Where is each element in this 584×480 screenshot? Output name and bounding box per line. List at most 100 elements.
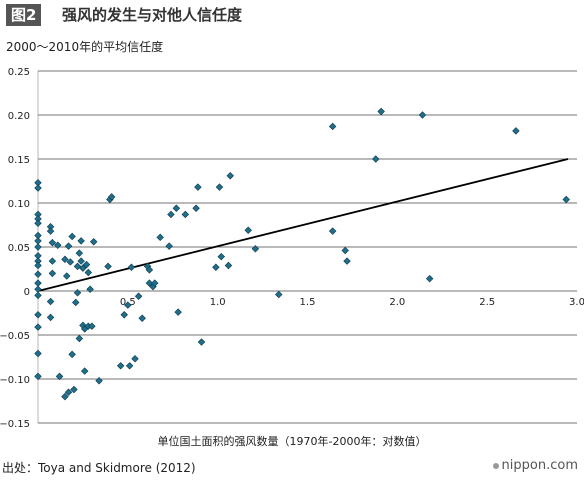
data-point bbox=[194, 183, 202, 191]
data-point bbox=[88, 322, 96, 330]
y-tick-label: −0.15 bbox=[0, 419, 30, 430]
x-tick-label: 3.0 bbox=[569, 297, 584, 308]
data-point bbox=[46, 227, 55, 235]
data-point bbox=[64, 242, 73, 250]
data-point bbox=[34, 279, 42, 287]
y-tick-labels: 0.25 0.20 0.15 0.10 0.05 0 −0.05 −0.10 −0.15 bbox=[0, 67, 30, 430]
data-point bbox=[156, 233, 164, 242]
figure-number-badge: 图2 bbox=[6, 4, 42, 26]
data-point bbox=[54, 241, 62, 249]
data-point bbox=[34, 323, 42, 331]
data-point bbox=[34, 372, 42, 381]
x-tick-label: 1.0 bbox=[210, 297, 226, 308]
data-point bbox=[425, 274, 434, 283]
x-axis-label: 单位国土面积的强风数量（1970年-2000年：对数值） bbox=[157, 435, 427, 448]
data-point bbox=[68, 350, 76, 359]
data-point bbox=[165, 242, 173, 250]
data-point bbox=[34, 243, 42, 251]
data-point bbox=[244, 226, 252, 235]
data-point bbox=[34, 311, 42, 319]
x-tick-label: 2.0 bbox=[389, 297, 405, 308]
data-point bbox=[73, 262, 82, 271]
data-point bbox=[145, 279, 154, 287]
data-point bbox=[145, 266, 154, 274]
data-point bbox=[562, 195, 570, 204]
data-point bbox=[77, 237, 85, 245]
y-tick-label: 0 bbox=[24, 287, 30, 298]
x-tick-labels: 0.51.01.52.02.53.0 bbox=[120, 297, 584, 308]
data-point bbox=[34, 285, 42, 293]
data-point bbox=[34, 184, 42, 192]
data-point bbox=[104, 262, 112, 271]
data-point bbox=[275, 290, 283, 299]
y-tick-label: 0.15 bbox=[8, 155, 30, 166]
chart-header: 图2 强风的发生与对他人信任度 bbox=[0, 0, 584, 30]
data-point bbox=[66, 258, 75, 266]
data-point bbox=[328, 227, 337, 235]
data-point bbox=[328, 122, 337, 131]
data-point bbox=[120, 311, 128, 319]
data-point bbox=[68, 232, 76, 241]
data-point bbox=[151, 279, 159, 287]
data-point bbox=[61, 392, 69, 401]
data-point bbox=[138, 314, 146, 323]
data-point bbox=[512, 127, 520, 135]
data-points bbox=[34, 107, 570, 401]
data-point bbox=[167, 210, 175, 219]
data-point bbox=[226, 171, 234, 180]
data-point bbox=[77, 257, 85, 265]
data-point bbox=[192, 204, 200, 213]
data-point bbox=[48, 238, 57, 247]
data-point bbox=[48, 269, 57, 278]
y-tick-label: 0.10 bbox=[8, 199, 30, 210]
data-point bbox=[251, 245, 260, 253]
regression-line bbox=[37, 158, 569, 292]
data-point bbox=[107, 193, 116, 201]
data-point bbox=[55, 372, 64, 381]
data-point bbox=[86, 285, 94, 293]
data-point bbox=[84, 268, 93, 277]
data-point bbox=[217, 252, 225, 261]
data-point bbox=[418, 111, 427, 119]
data-point bbox=[212, 263, 220, 271]
data-point bbox=[48, 257, 57, 265]
data-point bbox=[73, 289, 82, 297]
data-point bbox=[181, 210, 190, 219]
nippon-logo: nippon.com bbox=[492, 458, 578, 473]
data-point bbox=[34, 261, 42, 270]
data-point bbox=[63, 272, 71, 280]
chart-title: 强风的发生与对他人信任度 bbox=[62, 6, 243, 24]
y-tick-label: −0.05 bbox=[0, 331, 30, 342]
grid-lines bbox=[37, 70, 577, 424]
y-axis-label: 2000～2010年的平均信任度 bbox=[6, 40, 164, 54]
data-point bbox=[34, 237, 42, 245]
data-point bbox=[125, 362, 134, 370]
y-tick-label: −0.10 bbox=[0, 375, 30, 386]
x-tick-label: 1.5 bbox=[300, 297, 316, 308]
data-point bbox=[224, 261, 233, 270]
data-point bbox=[34, 291, 42, 300]
data-point bbox=[174, 308, 182, 316]
data-point bbox=[341, 246, 349, 255]
data-point bbox=[75, 334, 84, 343]
data-point bbox=[215, 183, 224, 191]
regression-line-path bbox=[37, 158, 569, 292]
data-point bbox=[124, 301, 132, 309]
y-tick-label: 0.05 bbox=[8, 243, 30, 254]
data-point bbox=[72, 298, 80, 307]
data-point bbox=[64, 388, 73, 396]
data-point bbox=[127, 263, 136, 271]
data-point bbox=[172, 204, 181, 213]
data-point bbox=[372, 155, 380, 163]
data-point bbox=[46, 297, 55, 306]
y-tick-label: 0.25 bbox=[8, 67, 30, 78]
data-point bbox=[34, 349, 42, 358]
data-point bbox=[89, 237, 98, 246]
data-point bbox=[46, 313, 55, 322]
data-point bbox=[116, 362, 125, 370]
data-point bbox=[75, 249, 84, 257]
logo-dot-icon bbox=[492, 462, 499, 469]
data-point bbox=[70, 385, 78, 394]
y-tick-label: 0.20 bbox=[8, 111, 30, 122]
